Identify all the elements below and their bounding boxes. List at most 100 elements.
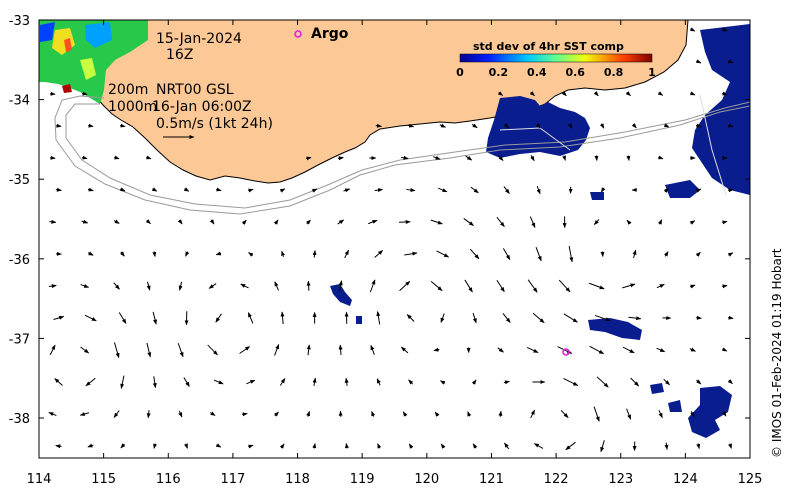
- current-vector: [497, 347, 504, 353]
- current-vector: [536, 185, 541, 195]
- current-vector: [433, 347, 440, 352]
- current-vector: [600, 440, 605, 453]
- current-vector: [49, 219, 57, 224]
- current-vector: [184, 443, 188, 449]
- current-vector: [728, 315, 734, 320]
- current-vector: [563, 377, 579, 387]
- current-vector: [48, 411, 57, 417]
- current-vector: [312, 249, 317, 258]
- y-tick-label: -36: [9, 253, 30, 268]
- y-tick-label: -34: [9, 94, 30, 109]
- current-vector: [497, 91, 504, 96]
- current-vector: [689, 347, 696, 352]
- current-vector: [529, 216, 536, 228]
- current-vector: [728, 123, 734, 128]
- current-vector: [527, 279, 538, 293]
- current-vector: [463, 218, 474, 226]
- current-vector: [312, 377, 317, 386]
- current-vector: [113, 342, 120, 359]
- current-vector: [593, 219, 600, 225]
- x-tick-label: 116: [156, 472, 181, 487]
- current-vector: [407, 123, 415, 128]
- current-vector: [183, 377, 190, 387]
- current-vector: [113, 410, 120, 418]
- current-vector: [113, 219, 120, 224]
- current-vector: [120, 443, 126, 449]
- current-vector: [274, 281, 279, 291]
- current-vector: [49, 344, 56, 356]
- sst-patch-south: [588, 318, 642, 340]
- sst-patch-southeast: [688, 386, 732, 438]
- current-vector: [657, 219, 663, 225]
- current-vector: [48, 284, 57, 289]
- current-vector: [440, 443, 446, 449]
- current-vector: [696, 188, 702, 193]
- current-vector: [728, 443, 732, 449]
- current-vector: [656, 283, 665, 289]
- current-vector: [588, 282, 605, 290]
- current-vector: [658, 410, 663, 419]
- current-vector: [152, 311, 157, 325]
- current-vector: [119, 187, 126, 192]
- current-vector: [207, 344, 218, 356]
- current-vector: [406, 314, 415, 322]
- current-vector: [85, 377, 96, 387]
- track-line: [699, 94, 727, 196]
- current-vector: [530, 155, 535, 162]
- current-vector: [306, 344, 311, 356]
- current-vector: [343, 188, 351, 193]
- current-vector: [79, 412, 90, 416]
- current-vector: [312, 443, 317, 449]
- colorbar-gradient: [459, 53, 653, 63]
- current-vector: [689, 27, 696, 32]
- current-vector: [241, 219, 247, 225]
- current-vector: [274, 343, 280, 356]
- current-vector: [690, 284, 696, 289]
- colorbar: std dev of 4hr SST comp 0 0.2 0.4 0.6 0.8 1: [456, 40, 656, 79]
- current-vector: [185, 251, 190, 257]
- current-vector: [632, 249, 637, 258]
- current-vector: [663, 187, 669, 193]
- y-tick-label: -38: [9, 412, 30, 427]
- current-vector: [55, 187, 62, 192]
- current-vector: [377, 443, 382, 449]
- current-vector: [722, 27, 728, 32]
- current-vector: [56, 123, 62, 128]
- current-vector: [152, 251, 157, 258]
- current-vector: [434, 411, 440, 417]
- current-vector: [400, 346, 409, 354]
- current-vector: [50, 155, 56, 160]
- current-vector: [183, 187, 190, 192]
- current-vector: [53, 315, 65, 320]
- current-vector: [722, 284, 728, 289]
- current-vector: [279, 443, 285, 449]
- current-vector: [727, 379, 733, 385]
- current-vector: [280, 311, 285, 325]
- current-vector: [600, 187, 606, 193]
- current-vector: [438, 187, 448, 193]
- current-vector: [306, 410, 311, 417]
- current-vector: [146, 342, 152, 358]
- current-vector: [54, 378, 63, 386]
- current-vector: [82, 155, 88, 160]
- current-vector: [369, 279, 376, 293]
- current-vector: [465, 155, 473, 161]
- current-vector: [471, 379, 477, 385]
- date-label: 15-Jan-2024: [156, 31, 242, 47]
- current-vector: [216, 187, 222, 192]
- colorbar-tick-label: 0.6: [565, 66, 585, 79]
- current-vector: [81, 219, 89, 224]
- current-vector: [404, 251, 418, 256]
- current-vector: [626, 155, 631, 161]
- current-vector: [472, 312, 477, 324]
- product-time: 16-Jan 06:00Z: [152, 99, 252, 115]
- current-vector: [113, 282, 120, 290]
- current-vector: [664, 251, 669, 257]
- current-vector: [153, 443, 158, 449]
- current-vector: [311, 188, 318, 193]
- current-vector: [721, 347, 728, 352]
- current-vector: [593, 91, 599, 97]
- x-tick-label: 121: [479, 472, 504, 487]
- current-vector: [177, 343, 184, 358]
- current-vector: [376, 311, 381, 325]
